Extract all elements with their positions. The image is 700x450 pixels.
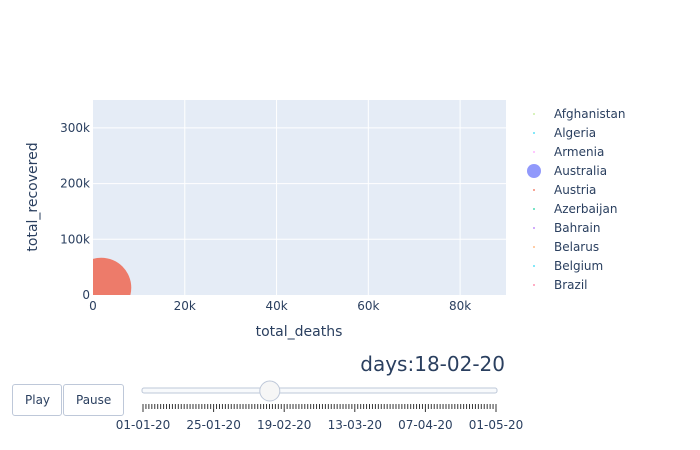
x-tick-label: 80k (449, 299, 471, 313)
slider-current-value: days:18-02-20 (300, 352, 505, 376)
slider-handle[interactable] (259, 380, 281, 402)
play-button[interactable]: Play (12, 384, 62, 416)
grid (93, 100, 506, 295)
x-tick-label: 40k (265, 299, 287, 313)
legend-label: Belarus (554, 240, 599, 254)
slider-tick-label: 19-02-20 (257, 418, 311, 432)
legend[interactable]: Afghanistan Algeria Armenia Australia Austri… (527, 107, 625, 292)
slider-tick-label: 25-01-20 (186, 418, 240, 432)
y-tick-label: 100k (60, 232, 90, 246)
y-tick-label: 200k (60, 177, 90, 191)
legend-item[interactable]: Afghanistan (533, 107, 625, 121)
slider-date: 18-02-20 (414, 352, 505, 376)
legend-marker (533, 227, 535, 229)
legend-label: Bahrain (554, 221, 600, 235)
y-axis-title: total_recovered (25, 142, 41, 251)
legend-marker (533, 208, 535, 210)
legend-item[interactable]: Bahrain (533, 221, 600, 235)
time-slider[interactable]: 01-01-20 25-01-20 19-02-20 13-03-20 07-04-20… (116, 380, 523, 432)
slider-prefix: days: (360, 352, 415, 376)
legend-label: Belgium (554, 259, 603, 273)
axes: 0 20k 40k 60k 80k 0 100k 200k 300k (60, 121, 471, 313)
legend-marker (533, 189, 535, 191)
pause-button[interactable]: Pause (63, 384, 124, 416)
legend-label: Brazil (554, 278, 588, 292)
legend-marker (527, 164, 541, 178)
x-tick-label: 20k (174, 299, 196, 313)
legend-item[interactable]: Belarus (533, 240, 599, 254)
slider-tick-label: 01-01-20 (116, 418, 170, 432)
legend-marker (533, 265, 535, 267)
legend-marker (533, 284, 535, 286)
legend-marker (533, 246, 535, 248)
slider-tick-label: 13-03-20 (328, 418, 382, 432)
legend-marker (533, 113, 535, 115)
slider-rail[interactable] (141, 387, 498, 394)
legend-item[interactable]: Australia (527, 164, 607, 178)
legend-item[interactable]: Belgium (533, 259, 603, 273)
x-tick-label: 60k (357, 299, 379, 313)
legend-label: Algeria (554, 126, 596, 140)
data-bubble[interactable] (71, 257, 132, 318)
x-tick-label: 0 (89, 299, 97, 313)
legend-item[interactable]: Brazil (533, 278, 588, 292)
legend-label: Austria (554, 183, 596, 197)
legend-label: Armenia (554, 145, 604, 159)
y-tick-label: 0 (82, 288, 90, 302)
slider-tick-label: 01-05-20 (469, 418, 523, 432)
legend-marker (533, 151, 535, 153)
legend-label: Afghanistan (554, 107, 625, 121)
legend-label: Australia (554, 164, 607, 178)
plot-background (93, 100, 506, 295)
legend-marker (533, 132, 535, 134)
data-marks (71, 257, 132, 318)
legend-item[interactable]: Algeria (533, 126, 596, 140)
x-axis-title: total_deaths (256, 324, 343, 340)
legend-item[interactable]: Azerbaijan (533, 202, 617, 216)
legend-label: Azerbaijan (554, 202, 617, 216)
slider-tick-label: 07-04-20 (398, 418, 452, 432)
legend-item[interactable]: Austria (533, 183, 596, 197)
y-tick-label: 300k (60, 121, 90, 135)
legend-item[interactable]: Armenia (533, 145, 604, 159)
